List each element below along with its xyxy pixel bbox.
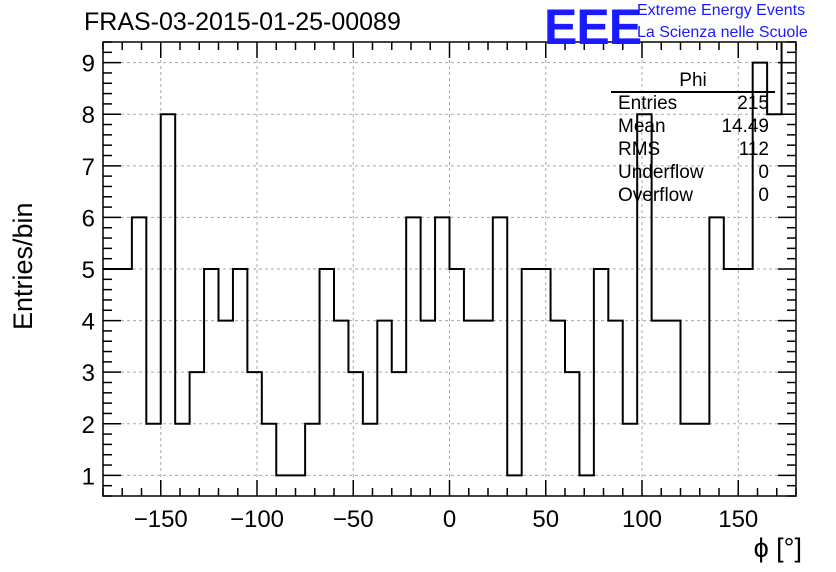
x-tick-label: −150 bbox=[134, 506, 188, 533]
y-tick-label: 5 bbox=[82, 257, 95, 284]
stats-value: 0 bbox=[758, 162, 769, 183]
org-name-line2: La Scienza nelle Scuole bbox=[637, 24, 808, 41]
histogram-bin bbox=[175, 424, 189, 496]
x-axis-label: ϕ [°] bbox=[753, 533, 802, 563]
histogram-bin bbox=[204, 269, 218, 496]
histogram-bin bbox=[608, 321, 622, 496]
histogram-bin bbox=[421, 321, 435, 496]
histogram-bin bbox=[233, 269, 247, 496]
stats-label: Overflow bbox=[618, 185, 693, 206]
histogram-bin bbox=[305, 424, 319, 496]
y-tick-label: 8 bbox=[82, 102, 95, 129]
stats-label: RMS bbox=[618, 139, 661, 160]
histogram-bin bbox=[450, 269, 464, 496]
histogram-bin bbox=[406, 217, 420, 496]
histogram-bin bbox=[623, 424, 637, 496]
y-tick-label: 6 bbox=[82, 205, 95, 232]
histogram-bin bbox=[551, 321, 565, 496]
histogram-bin bbox=[493, 217, 507, 496]
eee-logo: EEE bbox=[544, 0, 642, 55]
histogram-bin bbox=[247, 372, 261, 496]
stats-row-overflow: Overflow 0 bbox=[611, 185, 775, 208]
stats-row-mean: Mean 14.49 bbox=[611, 116, 775, 139]
x-tick-label: 50 bbox=[532, 506, 559, 533]
stats-row-rms: RMS 112 bbox=[611, 139, 775, 162]
histogram-bin bbox=[709, 217, 723, 496]
x-axis-ticks: −150 −100 −50 0 50 100 150 bbox=[102, 42, 797, 533]
histogram-bin bbox=[738, 269, 752, 496]
stats-value: 14.49 bbox=[721, 116, 769, 137]
histogram-bin bbox=[334, 321, 348, 496]
stats-box: Phi Entries 215 Mean 14.49 RMS 112 Under… bbox=[611, 70, 775, 208]
histogram-bin bbox=[536, 269, 550, 496]
x-tick-label: 100 bbox=[622, 506, 662, 533]
histogram-bin bbox=[219, 321, 233, 496]
x-tick-label: 150 bbox=[718, 506, 758, 533]
stats-row-entries: Entries 215 bbox=[611, 93, 775, 116]
y-tick-label: 4 bbox=[82, 309, 95, 336]
histogram-bin bbox=[190, 372, 204, 496]
stats-label: Underflow bbox=[618, 162, 704, 183]
stats-value: 0 bbox=[758, 185, 769, 206]
histogram-bin bbox=[507, 475, 521, 496]
y-axis-label: Entries/bin bbox=[8, 202, 38, 330]
histogram-bin bbox=[348, 372, 362, 496]
y-tick-label: 1 bbox=[82, 463, 95, 490]
x-tick-label: −50 bbox=[333, 506, 374, 533]
histogram-line bbox=[103, 42, 783, 477]
x-tick-label: −100 bbox=[230, 506, 284, 533]
histogram-bin bbox=[291, 475, 305, 496]
y-axis-ticks: 1 2 3 4 5 6 7 8 9 bbox=[82, 41, 796, 497]
histogram-bin bbox=[695, 424, 709, 496]
histogram-bin bbox=[666, 321, 680, 496]
histogram-bin bbox=[276, 475, 290, 496]
chart-title: FRAS-03-2015-01-25-00089 bbox=[84, 8, 401, 36]
stats-row-underflow: Underflow 0 bbox=[611, 162, 775, 185]
histogram-bin bbox=[652, 321, 666, 496]
histogram-bin bbox=[377, 321, 391, 496]
y-tick-label: 2 bbox=[82, 412, 95, 439]
histogram-bin bbox=[161, 114, 175, 496]
histogram-bin bbox=[594, 269, 608, 496]
histogram-bin bbox=[132, 217, 146, 496]
histogram-bin bbox=[724, 269, 738, 496]
y-tick-label: 9 bbox=[82, 51, 95, 78]
x-tick-label: 0 bbox=[443, 506, 456, 533]
stats-label: Mean bbox=[618, 116, 666, 137]
stats-label: Entries bbox=[618, 93, 678, 114]
y-tick-label: 7 bbox=[82, 154, 95, 181]
histogram-bin bbox=[522, 269, 536, 496]
histogram-bin bbox=[363, 424, 377, 496]
y-tick-label: 3 bbox=[82, 360, 95, 387]
org-name-line1: Extreme Energy Events bbox=[637, 2, 806, 19]
histogram-bin bbox=[117, 269, 131, 496]
histogram-bin bbox=[320, 269, 334, 496]
histogram-bin bbox=[262, 424, 276, 496]
histogram-bin bbox=[681, 424, 695, 496]
histogram-bin bbox=[478, 321, 492, 496]
stats-value: 215 bbox=[737, 93, 769, 114]
histogram-bin bbox=[392, 372, 406, 496]
histogram-bin bbox=[565, 372, 579, 496]
histogram-bin bbox=[579, 475, 593, 496]
stats-value: 112 bbox=[738, 139, 769, 160]
histogram-bin bbox=[464, 321, 478, 496]
stats-histogram-name: Phi bbox=[611, 70, 775, 93]
histogram-bin bbox=[146, 424, 160, 496]
histogram-bin bbox=[435, 217, 449, 496]
histogram bbox=[103, 42, 783, 496]
